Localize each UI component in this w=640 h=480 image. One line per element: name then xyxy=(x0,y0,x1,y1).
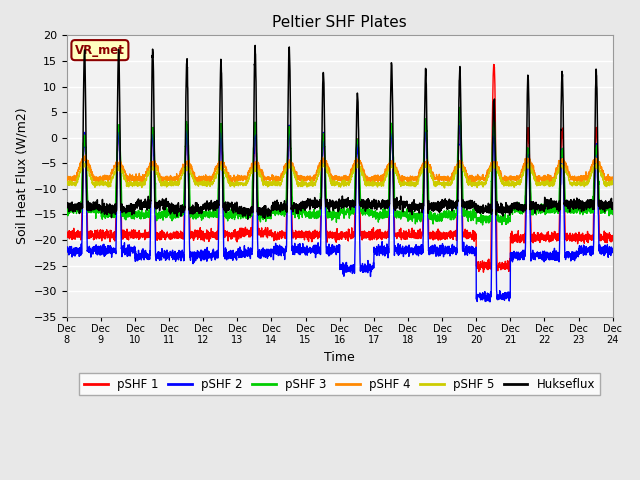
X-axis label: Time: Time xyxy=(324,351,355,364)
Text: VR_met: VR_met xyxy=(75,44,125,57)
Y-axis label: Soil Heat Flux (W/m2): Soil Heat Flux (W/m2) xyxy=(15,108,28,244)
Legend: pSHF 1, pSHF 2, pSHF 3, pSHF 4, pSHF 5, Hukseflux: pSHF 1, pSHF 2, pSHF 3, pSHF 4, pSHF 5, … xyxy=(79,373,600,396)
Title: Peltier SHF Plates: Peltier SHF Plates xyxy=(273,15,407,30)
